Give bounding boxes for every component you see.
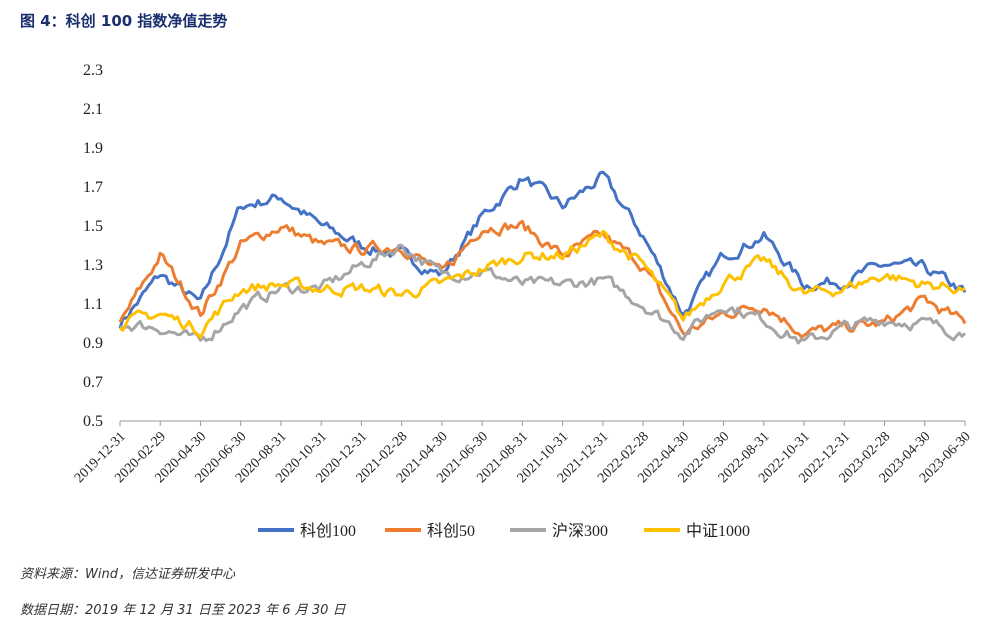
- y-tick-label: 0.9: [83, 335, 103, 352]
- legend-label: 科创50: [427, 522, 475, 540]
- y-tick-label: 0.7: [83, 374, 103, 391]
- series-line-3: [119, 243, 967, 345]
- series-line-1: [118, 170, 967, 329]
- data-date-note: 数据日期：2019 年 12 月 31 日至 2023 年 6 月 30 日: [20, 603, 346, 618]
- series-line-4: [119, 229, 966, 339]
- legend-label: 科创100: [300, 522, 356, 540]
- y-tick-label: 1.9: [83, 140, 103, 157]
- y-tick-label: 1.1: [83, 296, 103, 313]
- source-note: 资料来源：Wind，信达证券研发中心: [20, 567, 235, 582]
- line-chart: 2.32.11.91.71.51.31.10.90.70.52019-12-31…: [72, 62, 974, 540]
- y-tick-label: 1.3: [83, 257, 103, 274]
- y-tick-label: 2.3: [83, 62, 103, 79]
- legend-label: 中证1000: [686, 522, 750, 540]
- y-tick-label: 1.7: [83, 179, 103, 196]
- y-tick-label: 2.1: [83, 101, 103, 118]
- y-tick-label: 0.5: [83, 413, 103, 430]
- figure-title: 图 4：科创 100 指数净值走势: [20, 12, 228, 30]
- legend-label: 沪深300: [552, 522, 608, 540]
- series-line-2: [118, 219, 967, 339]
- y-tick-label: 1.5: [83, 218, 103, 235]
